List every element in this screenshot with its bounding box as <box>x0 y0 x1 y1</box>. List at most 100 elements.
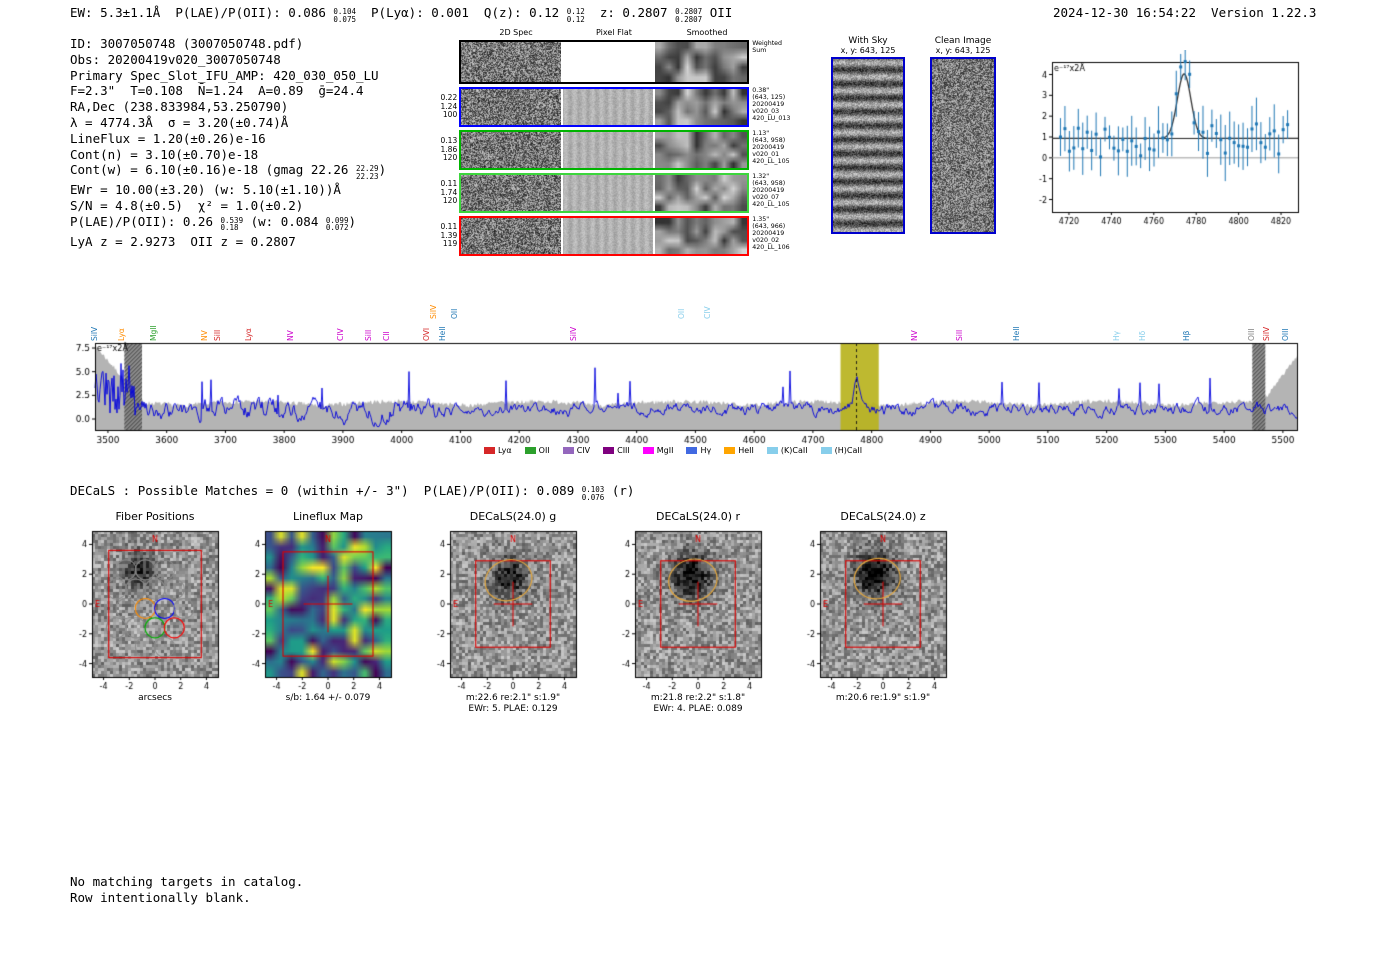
cutout-decals-z: DECaLS(24.0) z m:20.6 re:1.9" s:1.9" <box>792 510 974 704</box>
spec2d-spec-image <box>461 218 562 254</box>
cutout-xlabel2: EWr: 5. PLAE: 0.129 <box>468 704 558 714</box>
spec2d-column-headers: 2D Spec Pixel Flat Smoothed <box>464 28 800 40</box>
spec2d-row: 0.11 1.39 119 1.35" (643, 966) 20200419 v020_0… <box>440 216 800 256</box>
cutout-image <box>792 527 952 693</box>
spec2d-flat-image <box>563 218 654 254</box>
decals-matches-line: DECaLS : Possible Matches = 0 (within +/… <box>70 483 635 502</box>
stacked-uncertainty: 22.29 22.23 <box>355 164 379 181</box>
stacked-uncertainty: 0.2807 0.2807 <box>675 7 703 24</box>
spec2d-smooth-image <box>655 175 748 211</box>
spec2d-row: 0.22 1.24 100 0.38" (643, 125) 20200419 v020_0… <box>440 87 800 127</box>
cutout-fiber-positions: Fiber Positions arcsecs <box>64 510 246 704</box>
spec2d-row-right-labels: Weighted Sum <box>752 40 783 54</box>
cutout-title: DECaLS(24.0) r <box>655 510 741 523</box>
legend-label: (H)CaII <box>834 446 863 455</box>
header-summary-line: EW: 5.3±1.1Å P(LAE)/P(OII): 0.086 0.104 0… <box>70 5 733 24</box>
legend-label: Lyα <box>497 446 512 455</box>
spec2d-rows: Weighted Sum 0.22 1.24 100 0.38" (643, 125) 202… <box>440 40 800 256</box>
legend-label: CIII <box>617 446 630 455</box>
info-line: ID: 3007050748 (3007050748.pdf) <box>70 36 304 51</box>
legend-swatch <box>766 447 778 454</box>
spec2d-row-strip <box>459 87 750 127</box>
cutout-title: Fiber Positions <box>115 510 195 523</box>
info-line: P(LAE)/P(OII): 0.26 0.539 0.18 (w: 0.084 … <box>70 213 356 233</box>
legend-item: HeII <box>724 446 754 455</box>
col-header-smoothed: Smoothed <box>686 28 728 37</box>
col-header-pixelflat: Pixel Flat <box>596 28 632 37</box>
legend-swatch <box>524 447 536 454</box>
clean-image-title: Clean Image <box>934 36 992 46</box>
legend-swatch <box>562 447 574 454</box>
legend-item: OII <box>524 446 550 455</box>
legend-label: (K)CaII <box>780 446 808 455</box>
spec2d-flat-image <box>563 132 654 168</box>
stacked-uncertainty: 0.099 0.072 <box>325 215 349 233</box>
spec2d-row: 0.11 1.74 120 1.32" (643, 958) 20200419 v020_0… <box>440 173 800 213</box>
spec2d-spec-image <box>461 132 562 168</box>
legend-label: OII <box>538 446 550 455</box>
info-line: Obs: 20200419v020_3007050748 <box>70 51 281 67</box>
cutout-title: DECaLS(24.0) g <box>469 510 557 523</box>
emission-line-label: CIV <box>702 306 712 319</box>
header-version-timestamp: 2024-12-30 16:54:22 Version 1.22.3 <box>1053 5 1317 20</box>
cutout-xlabel: m:22.6 re:2.1" s:1.9" <box>465 693 561 703</box>
spec2d-smooth-image <box>655 89 748 125</box>
spec2d-row-strip <box>459 173 750 213</box>
spec2d-row: 0.13 1.86 120 1.13" (643, 958) 20200419 v020_0… <box>440 130 800 170</box>
legend-item: (K)CaII <box>766 446 808 455</box>
legend-item: CIV <box>562 446 591 455</box>
spec2d-smooth-image <box>655 42 748 82</box>
cutout-decals-g: DECaLS(24.0) g m:22.6 re:2.1" s:1.9" EWr: … <box>422 510 604 715</box>
spec2d-row: Weighted Sum <box>440 40 800 84</box>
cutout-xlabel2: EWr: 4. PLAE: 0.089 <box>653 704 743 714</box>
info-line: LineFlux = 1.20(±0.26)e-16 <box>70 130 266 146</box>
legend-item: Lyα <box>483 446 512 455</box>
cutout-title: Lineflux Map <box>292 510 364 523</box>
legend-label: Hγ <box>700 446 712 455</box>
emission-line-label: OII <box>677 308 686 319</box>
stacked-uncertainty: 0.539 0.18 <box>220 215 244 233</box>
info-line: λ = 4774.3Å σ = 3.20(±0.74)Å <box>70 114 289 130</box>
stacked-uncertainty: 0.12 0.12 <box>566 7 585 24</box>
spec2d-row-left-labels: 0.13 1.86 120 <box>440 136 458 163</box>
legend-item: MgII <box>642 446 673 455</box>
spec2d-panel: 2D Spec Pixel Flat Smoothed Weighted Sum 0… <box>440 28 800 259</box>
spec2d-spec-image <box>461 42 562 82</box>
info-line: RA,Dec (238.833984,53.250790) <box>70 99 289 115</box>
info-line: Cont(w) = 6.10(±0.16)e-18 (gmag 22.26 22… <box>70 162 387 181</box>
info-line: Primary Spec_Slot_IFU_AMP: 420_030_050_L… <box>70 67 379 83</box>
legend-item: (H)CaII <box>820 446 863 455</box>
spec2d-row-right-labels: 0.38" (643, 125) 20200419 v020_03 420_LU_013 <box>752 87 791 122</box>
legend-swatch <box>820 447 832 454</box>
spec2d-row-right-labels: 1.13" (643, 958) 20200419 v020_01 420_LL_105 <box>752 130 790 165</box>
spec2d-row-strip <box>459 130 750 170</box>
spec2d-flat-image <box>563 42 654 82</box>
cutout-title: DECaLS(24.0) z <box>840 510 926 523</box>
spec2d-row-right-labels: 1.32" (643, 958) 20200419 v020_07 420_LL_105 <box>752 173 790 208</box>
spec2d-row-strip <box>459 216 750 256</box>
legend-swatch <box>724 447 736 454</box>
legend-item: Hγ <box>686 446 711 455</box>
detection-info-block: ID: 3007050748 (3007050748.pdf) Obs: 2020… <box>70 36 386 250</box>
legend-label: CIV <box>576 446 591 455</box>
info-line: Cont(n) = 3.10(±0.70)e-18 <box>70 146 259 162</box>
cutout-lineflux-map: Lineflux Map s/b: 1.64 +/- 0.079 <box>237 510 419 704</box>
legend-swatch <box>642 447 654 454</box>
spec2d-spec-image <box>461 175 562 211</box>
with-sky-panel: With Sky x, y: 643, 125 <box>830 36 906 234</box>
cutout-xlabel: arcsecs <box>138 693 172 703</box>
spec2d-smooth-image <box>655 218 748 254</box>
cutout-image <box>64 527 224 693</box>
cutout-image <box>422 527 582 693</box>
spec2d-spec-image <box>461 89 562 125</box>
spec2d-flat-image <box>563 89 654 125</box>
footer-line-2: Row intentionally blank. <box>70 889 251 905</box>
legend-swatch <box>686 447 698 454</box>
spec2d-row-left-labels: 0.22 1.24 100 <box>440 93 458 120</box>
info-line: LyA z = 2.9273 OII z = 0.2807 <box>70 233 296 249</box>
clean-image-coords: x, y: 643, 125 <box>935 46 991 55</box>
cutout-xlabel: s/b: 1.64 +/- 0.079 <box>285 693 371 703</box>
line-fit-inset-chart <box>1028 50 1313 230</box>
footer-line-1: No matching targets in catalog. <box>70 874 304 889</box>
spec2d-row-left-labels <box>440 40 459 84</box>
